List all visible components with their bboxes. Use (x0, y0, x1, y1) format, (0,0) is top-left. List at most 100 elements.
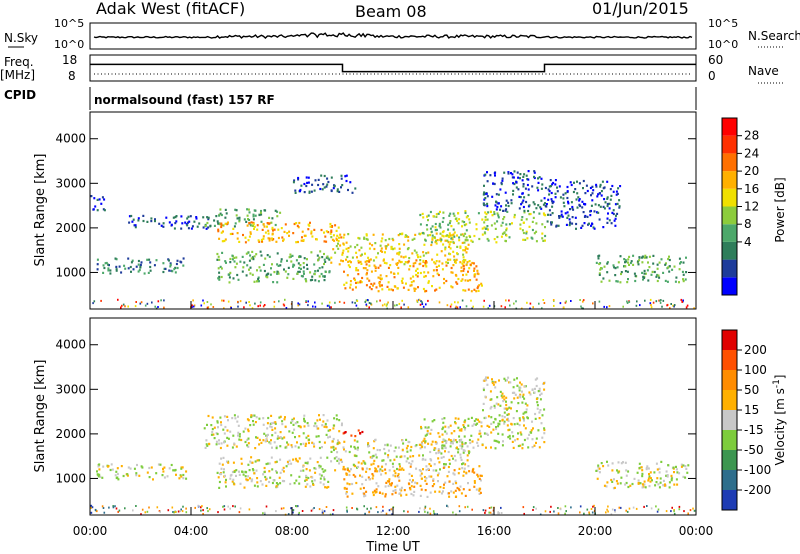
scatter-cell (148, 466, 151, 470)
scatter-cell (207, 414, 210, 418)
scatter-cell (452, 233, 455, 236)
scatter-cell (573, 181, 575, 184)
scatter-cell (459, 485, 462, 488)
scatter-cell (527, 417, 529, 420)
scatter-cell (464, 232, 467, 235)
scatter-cell (453, 214, 456, 217)
scatter-cell (547, 198, 550, 201)
ground-scatter-cell (583, 512, 585, 515)
scatter-cell (531, 220, 534, 223)
scatter-cell (498, 441, 500, 444)
scatter-cell (403, 243, 406, 246)
scatter-cell (400, 280, 403, 283)
scatter-cell (425, 252, 428, 255)
scatter-cell (330, 256, 333, 259)
scatter-cell (516, 396, 519, 399)
scatter-cell (424, 261, 427, 265)
scatter-cell (545, 205, 548, 208)
scatter-cell (424, 458, 427, 461)
scatter-cell (355, 251, 358, 254)
scatter-cell (536, 407, 539, 410)
scatter-cell (507, 204, 510, 208)
scatter-cell (233, 225, 236, 228)
scatter-cell (416, 267, 419, 270)
scatter-cell (330, 229, 333, 232)
y-tick-label: 3000 (55, 176, 86, 190)
scatter-cell (402, 442, 405, 445)
scatter-cell (455, 281, 458, 284)
scatter-cell (260, 238, 263, 241)
colorbar-tick-label: 100 (744, 363, 767, 377)
scatter-cell (307, 476, 310, 480)
scatter-cell (569, 181, 572, 184)
scatter-cell (646, 269, 649, 272)
scatter-cell (439, 486, 442, 489)
scatter-cell (679, 262, 681, 265)
scatter-cell (402, 256, 405, 259)
scatter-cell (599, 268, 602, 271)
scatter-cell (449, 439, 452, 442)
scatter-cell (111, 468, 114, 471)
scatter-cell (287, 443, 290, 446)
scatter-cell (387, 484, 390, 488)
scatter-cell (416, 254, 419, 257)
scatter-cell (571, 207, 574, 210)
scatter-cell (447, 470, 450, 473)
scatter-cell (373, 489, 376, 492)
ground-scatter-cell (191, 304, 193, 307)
scatter-cell (493, 211, 496, 214)
ground-scatter-cell (254, 302, 256, 305)
scatter-cell (242, 233, 244, 237)
scatter-cell (408, 257, 411, 260)
scatter-cell (319, 250, 322, 253)
scatter-cell (558, 216, 561, 219)
scatter-cell (371, 456, 374, 459)
scatter-cell (318, 275, 321, 278)
scatter-cell (477, 438, 480, 441)
scatter-cell (394, 446, 397, 449)
cpid-text: normalsound (fast) 157 RF (94, 93, 275, 107)
y-tick-label: 4000 (55, 338, 86, 352)
scatter-cell (477, 272, 480, 276)
scatter-cell (338, 430, 341, 433)
scatter-cell (272, 281, 275, 284)
scatter-cell (377, 252, 379, 255)
scatter-cell (244, 241, 247, 244)
scatter-cell (442, 490, 444, 493)
scatter-cell (647, 279, 650, 282)
scatter-cell (335, 414, 338, 417)
scatter-cell (399, 488, 402, 491)
scatter-cell (516, 438, 519, 441)
scatter-cell (358, 237, 361, 240)
scatter-cell (252, 218, 255, 221)
scatter-cell (374, 265, 377, 269)
scatter-cell (454, 417, 457, 420)
scatter-cell (364, 252, 366, 255)
ground-scatter-cell (449, 305, 452, 308)
scatter-cell (289, 482, 292, 486)
scatter-cell (226, 415, 229, 418)
scatter-cell (162, 222, 165, 225)
scatter-cell (651, 270, 654, 273)
scatter-cell (389, 459, 392, 462)
scatter-cell (656, 263, 659, 266)
scatter-cell (279, 445, 282, 448)
ground-scatter-cell (345, 506, 348, 509)
scatter-cell (438, 286, 441, 289)
scatter-cell (238, 240, 241, 243)
scatter-cell (217, 476, 220, 479)
scatter-cell (512, 176, 515, 179)
scatter-cell (471, 424, 474, 427)
scatter-cell (432, 478, 435, 481)
scatter-cell (359, 280, 362, 283)
ground-scatter-cell (450, 303, 453, 306)
ground-scatter-cell (564, 301, 567, 304)
scatter-cell (380, 277, 383, 280)
scatter-cell (98, 468, 101, 471)
scatter-cell (247, 445, 250, 448)
scatter-cell (220, 275, 223, 279)
scatter-cell (652, 254, 655, 257)
colorbar-frame (721, 329, 738, 511)
ground-scatter-cell (262, 305, 265, 308)
scatter-cell (353, 277, 356, 280)
